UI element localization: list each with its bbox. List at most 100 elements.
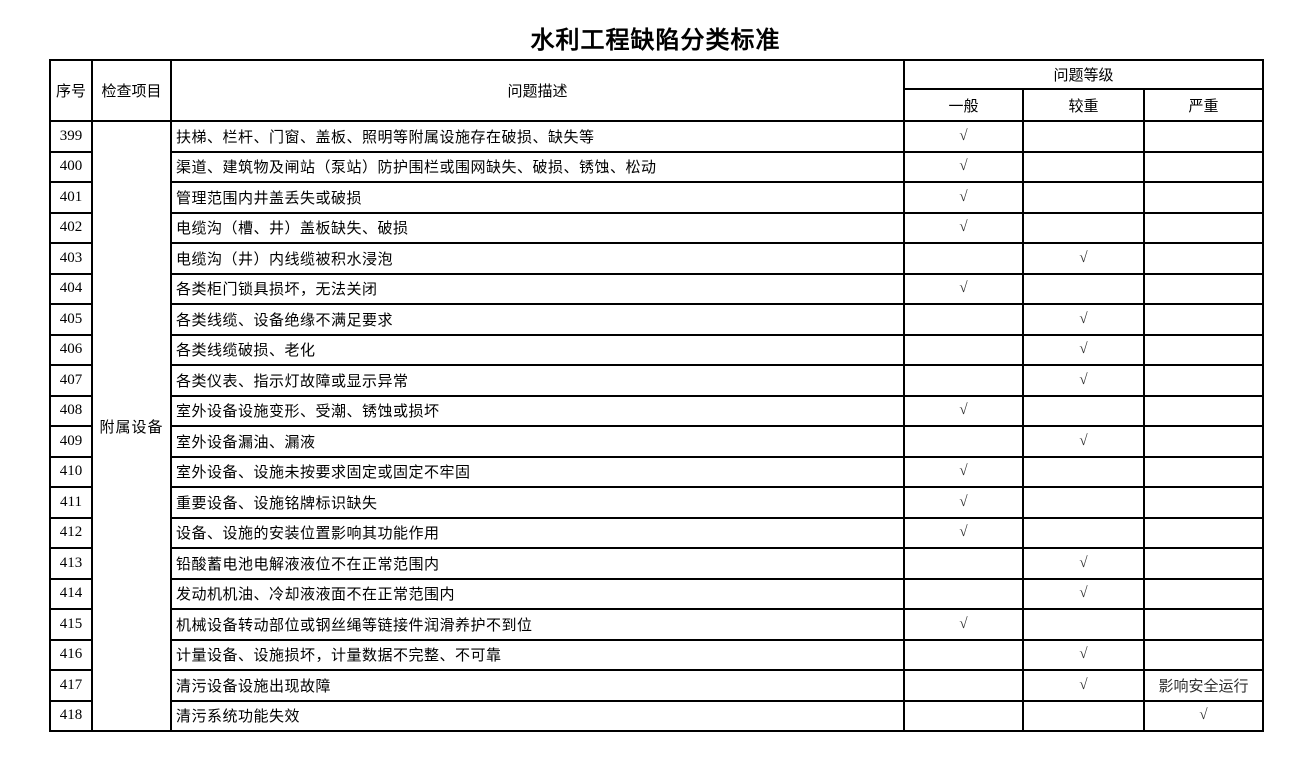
table-row: 416 计量设备、设施损坏，计量数据不完整、不可靠 √ xyxy=(49,638,1265,671)
table-row: 399 附属设备 扶梯、栏杆、门窗、盖板、照明等附属设施存在破损、缺失等 √ xyxy=(49,120,1265,732)
level-moderate-cell: √ xyxy=(1022,425,1145,458)
header-row-group: 序号 检查项目 问题描述 问题等级 xyxy=(49,59,1265,122)
table-row: 402 电缆沟（槽、井）盖板缺失、破损 √ xyxy=(49,211,1265,244)
level-general-cell: √ xyxy=(903,455,1024,488)
row-number: 405 xyxy=(49,303,93,336)
level-severe-cell xyxy=(1142,486,1265,519)
level-severe-cell xyxy=(1142,425,1265,458)
level-general-cell xyxy=(903,425,1024,458)
problem-description: 清污系统功能失效 xyxy=(170,699,905,732)
level-severe-cell xyxy=(1142,638,1265,671)
level-general-cell xyxy=(903,577,1024,610)
level-general-cell: √ xyxy=(903,516,1024,549)
row-number: 413 xyxy=(49,547,93,580)
row-number: 403 xyxy=(49,242,93,275)
level-moderate-cell: √ xyxy=(1022,333,1145,366)
header-level-1: 较重 xyxy=(1022,88,1145,122)
row-number: 414 xyxy=(49,577,93,610)
row-number: 412 xyxy=(49,516,93,549)
problem-description: 各类线缆破损、老化 xyxy=(170,333,905,366)
level-severe-cell xyxy=(1142,394,1265,427)
table-row: 404 各类柜门锁具损坏，无法关闭 √ xyxy=(49,272,1265,305)
table-row: 406 各类线缆破损、老化 √ xyxy=(49,333,1265,366)
category-merged-cell: 附属设备 xyxy=(91,120,172,732)
row-number: 400 xyxy=(49,150,93,183)
row-number: 404 xyxy=(49,272,93,305)
level-moderate-cell: √ xyxy=(1022,364,1145,397)
table-row: 415 机械设备转动部位或钢丝绳等链接件润滑养护不到位 √ xyxy=(49,608,1265,641)
problem-description: 清污设备设施出现故障 xyxy=(170,669,905,702)
level-moderate-cell xyxy=(1022,699,1145,732)
level-severe-cell xyxy=(1142,577,1265,610)
level-general-cell: √ xyxy=(903,181,1024,214)
table-row: 413 铅酸蓄电池电解液液位不在正常范围内 √ xyxy=(49,547,1265,580)
level-moderate-cell xyxy=(1022,455,1145,488)
row-number: 406 xyxy=(49,333,93,366)
level-severe-cell xyxy=(1142,181,1265,214)
problem-description: 各类柜门锁具损坏，无法关闭 xyxy=(170,272,905,305)
level-severe-cell xyxy=(1142,364,1265,397)
table-row: 407 各类仪表、指示灯故障或显示异常 √ xyxy=(49,364,1265,397)
table-row: 403 电缆沟（井）内线缆被积水浸泡 √ xyxy=(49,242,1265,275)
level-general-cell xyxy=(903,364,1024,397)
header-row-levels: 一般 较重 严重 xyxy=(50,88,1265,122)
level-severe-cell xyxy=(1142,333,1265,366)
level-general-cell: √ xyxy=(903,211,1024,244)
level-moderate-cell xyxy=(1022,486,1145,519)
header-description: 问题描述 xyxy=(170,59,905,122)
problem-description: 管理范围内井盖丢失或破损 xyxy=(170,181,905,214)
level-severe-cell xyxy=(1142,455,1265,488)
level-general-cell xyxy=(903,242,1024,275)
level-moderate-cell: √ xyxy=(1022,638,1145,671)
level-severe-cell xyxy=(1142,516,1265,549)
row-number: 407 xyxy=(49,364,93,397)
level-moderate-cell xyxy=(1022,181,1145,214)
level-severe-cell xyxy=(1142,608,1265,641)
level-moderate-cell xyxy=(1022,150,1145,183)
problem-description: 电缆沟（井）内线缆被积水浸泡 xyxy=(170,242,905,275)
table-row: 405 各类线缆、设备绝缘不满足要求 √ xyxy=(49,303,1265,336)
level-general-cell xyxy=(903,303,1024,336)
level-general-cell: √ xyxy=(903,486,1024,519)
level-severe-cell xyxy=(1142,242,1265,275)
level-general-cell xyxy=(903,669,1024,702)
level-severe-cell xyxy=(1142,547,1265,580)
level-severe-cell xyxy=(1142,150,1265,183)
level-moderate-cell: √ xyxy=(1022,242,1145,275)
table-row: 417 清污设备设施出现故障 √ 影响安全运行 xyxy=(49,669,1265,702)
problem-description: 设备、设施的安装位置影响其功能作用 xyxy=(170,516,905,549)
table-row: 418 清污系统功能失效 √ xyxy=(49,699,1265,732)
level-moderate-cell xyxy=(1022,211,1145,244)
row-number: 408 xyxy=(49,394,93,427)
level-general-cell xyxy=(903,333,1024,366)
level-general-cell: √ xyxy=(903,394,1024,427)
level-moderate-cell: √ xyxy=(1022,303,1145,336)
header-level-group: 问题等级 xyxy=(902,59,1265,90)
level-general-cell: √ xyxy=(903,272,1024,305)
problem-description: 各类仪表、指示灯故障或显示异常 xyxy=(170,364,905,397)
row-number: 416 xyxy=(49,638,93,671)
level-severe-cell xyxy=(1142,120,1265,153)
problem-description: 机械设备转动部位或钢丝绳等链接件润滑养护不到位 xyxy=(170,608,905,641)
level-general-cell xyxy=(903,547,1024,580)
level-moderate-cell: √ xyxy=(1022,577,1145,610)
problem-description: 扶梯、栏杆、门窗、盖板、照明等附属设施存在破损、缺失等 xyxy=(170,120,905,153)
row-number: 411 xyxy=(49,486,93,519)
header-category: 检查项目 xyxy=(91,59,172,122)
table-row: 401 管理范围内井盖丢失或破损 √ xyxy=(49,181,1265,214)
table-row: 409 室外设备漏油、漏液 √ xyxy=(49,425,1265,458)
problem-description: 铅酸蓄电池电解液液位不在正常范围内 xyxy=(170,547,905,580)
problem-description: 室外设备、设施未按要求固定或固定不牢固 xyxy=(170,455,905,488)
level-general-cell: √ xyxy=(903,608,1024,641)
table-row: 411 重要设备、设施铭牌标识缺失 √ xyxy=(49,486,1265,519)
problem-description: 计量设备、设施损坏，计量数据不完整、不可靠 xyxy=(170,638,905,671)
problem-description: 各类线缆、设备绝缘不满足要求 xyxy=(170,303,905,336)
header-index: 序号 xyxy=(49,59,93,122)
header-level-2: 严重 xyxy=(1142,88,1265,122)
row-number: 399 xyxy=(49,120,93,153)
level-moderate-cell: √ xyxy=(1022,547,1145,580)
level-moderate-cell xyxy=(1022,272,1145,305)
document-page: 水利工程缺陷分类标准 序号 检查项目 问题描述 问题等级 一般 较重 严重 399 附… xyxy=(0,26,1297,771)
defect-classification-table: 序号 检查项目 问题描述 问题等级 一般 较重 严重 399 附属设备 扶梯、栏杆、门窗… xyxy=(49,59,1265,732)
level-severe-cell xyxy=(1142,211,1265,244)
